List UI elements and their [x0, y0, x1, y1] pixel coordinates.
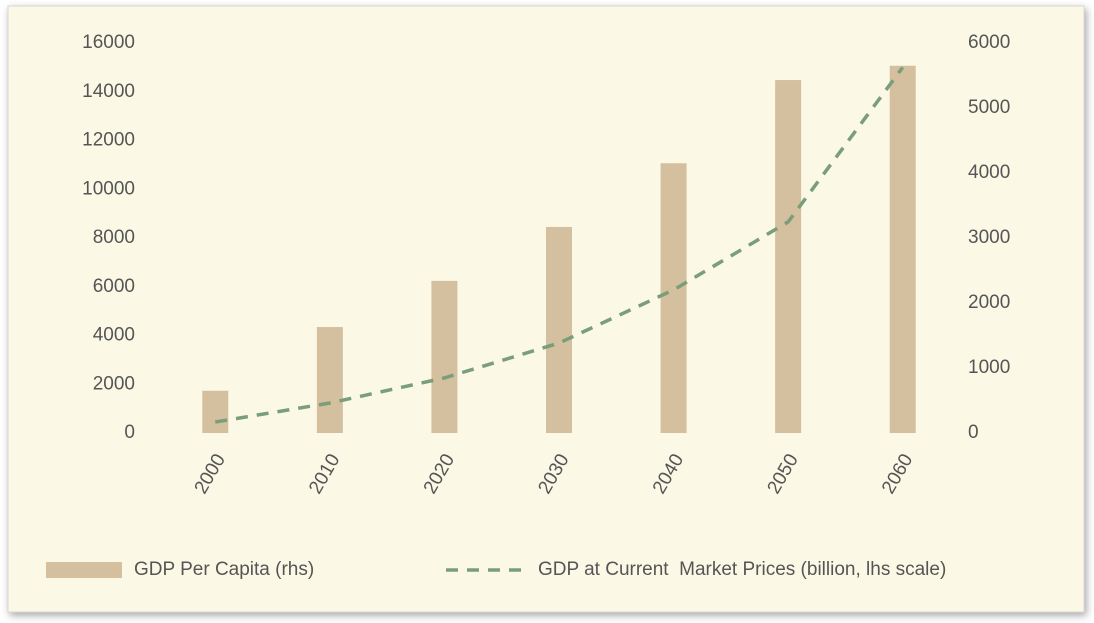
- y-tick-label: 8000: [93, 227, 135, 248]
- y-tick-label: 0: [124, 422, 135, 443]
- y2-tick-label: 1000: [968, 357, 1010, 378]
- legend-label: GDP Per Capita (rhs): [134, 559, 314, 580]
- y2-tick-label: 2000: [968, 292, 1010, 313]
- legend-label: GDP at Current Market Prices (billion, l…: [538, 559, 946, 580]
- y-tick-label: 14000: [82, 81, 135, 102]
- bar: [546, 226, 572, 433]
- bar: [202, 390, 229, 433]
- y2-tick-label: 0: [968, 422, 979, 443]
- y2-tick-label: 5000: [968, 97, 1010, 118]
- bar: [775, 80, 802, 434]
- y2-tick-label: 4000: [968, 162, 1010, 183]
- bar: [889, 65, 916, 433]
- bar: [431, 280, 458, 433]
- y-tick-label: 4000: [93, 325, 135, 346]
- y2-tick-label: 6000: [968, 32, 1010, 53]
- legend-swatch: [46, 562, 122, 578]
- bar: [660, 163, 687, 433]
- y-tick-label: 12000: [82, 130, 135, 151]
- y-tick-label: 6000: [93, 276, 135, 297]
- y2-tick-label: 3000: [968, 227, 1010, 248]
- y-tick-label: 10000: [82, 178, 135, 199]
- line: [214, 66, 905, 424]
- y-tick-label: 16000: [82, 32, 135, 53]
- y-tick-label: 2000: [93, 373, 135, 394]
- bar: [316, 327, 343, 433]
